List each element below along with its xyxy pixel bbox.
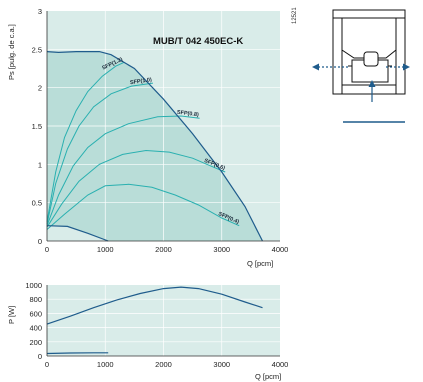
power-x-tick-label: 1000 bbox=[97, 360, 114, 369]
power-y-tick-label: 1000 bbox=[25, 281, 42, 290]
sfp-curve bbox=[46, 82, 154, 225]
power-grid bbox=[47, 285, 280, 356]
pressure-y-axis-label: Ps [pulg. de c.a.] bbox=[7, 24, 16, 80]
sfp-label: SFP(1.0) bbox=[130, 77, 153, 86]
pressure-x-tick-label: 0 bbox=[45, 245, 49, 254]
pressure-y-tick-label: 0 bbox=[38, 237, 42, 246]
min-curve bbox=[46, 225, 109, 242]
pressure-x-tick-label: 4000 bbox=[272, 245, 289, 254]
airflow-out-left-arrowhead bbox=[312, 63, 319, 71]
side-number: 12521 bbox=[292, 7, 298, 24]
power-x-tick-label: 3000 bbox=[213, 360, 230, 369]
power-y-tick-label: 200 bbox=[29, 338, 42, 347]
power-tick-labels: 0 1000 2000 3000 4000 0 200 400 600 800 1000 bbox=[25, 281, 288, 369]
pressure-grid bbox=[47, 11, 280, 241]
power-y-tick-label: 600 bbox=[29, 309, 42, 318]
power-curve bbox=[46, 352, 109, 355]
pressure-y-tick-label: 2.5 bbox=[32, 45, 42, 54]
power-y-tick-label: 0 bbox=[38, 352, 42, 361]
chart-title: MUB/T 042 450EC-K bbox=[153, 36, 243, 47]
power-y-tick-label: 400 bbox=[29, 324, 42, 333]
airflow-arrows bbox=[312, 63, 410, 123]
power-x-axis-label: Q [pcm] bbox=[255, 372, 281, 381]
sfp-curve bbox=[46, 149, 226, 228]
pressure-y-tick-label: 0.5 bbox=[32, 199, 42, 208]
power-x-tick-label: 4000 bbox=[272, 360, 289, 369]
operating-area bbox=[47, 51, 263, 241]
pressure-x-tick-label: 1000 bbox=[97, 245, 114, 254]
sfp-curves bbox=[46, 61, 240, 230]
fan-curve bbox=[46, 51, 264, 242]
airflow-out-right-arrowhead bbox=[403, 63, 410, 71]
airflow-in-arrowhead bbox=[368, 80, 376, 87]
power-curve bbox=[46, 286, 263, 325]
pressure-x-tick-label: 3000 bbox=[213, 245, 230, 254]
pressure-y-tick-label: 3 bbox=[38, 7, 42, 16]
sfp-curve bbox=[46, 61, 125, 222]
power-y-tick-label: 800 bbox=[29, 295, 42, 304]
pressure-x-tick-label: 2000 bbox=[155, 245, 172, 254]
pressure-tick-labels: 0 1000 2000 3000 4000 0 0.5 1 1.5 2 2.5 3 bbox=[32, 7, 289, 254]
fan-motor bbox=[363, 51, 379, 67]
pressure-y-tick-label: 1 bbox=[38, 160, 42, 169]
pressure-y-tick-label: 1.5 bbox=[32, 122, 42, 131]
sfp-curve bbox=[46, 183, 240, 230]
power-series bbox=[46, 286, 263, 355]
power-y-axis-label: P [W] bbox=[7, 306, 16, 324]
pressure-y-tick-label: 2 bbox=[38, 84, 42, 93]
power-x-tick-label: 2000 bbox=[155, 360, 172, 369]
pressure-x-axis-label: Q [pcm] bbox=[247, 259, 273, 268]
unit-diagram bbox=[332, 9, 406, 95]
power-chart: 0 1000 2000 3000 4000 0 200 400 600 800 1000 Q [pc… bbox=[7, 281, 288, 381]
power-x-tick-label: 0 bbox=[45, 360, 49, 369]
sfp-label: SFP(0.8) bbox=[177, 110, 200, 119]
sfp-curve bbox=[46, 115, 200, 226]
